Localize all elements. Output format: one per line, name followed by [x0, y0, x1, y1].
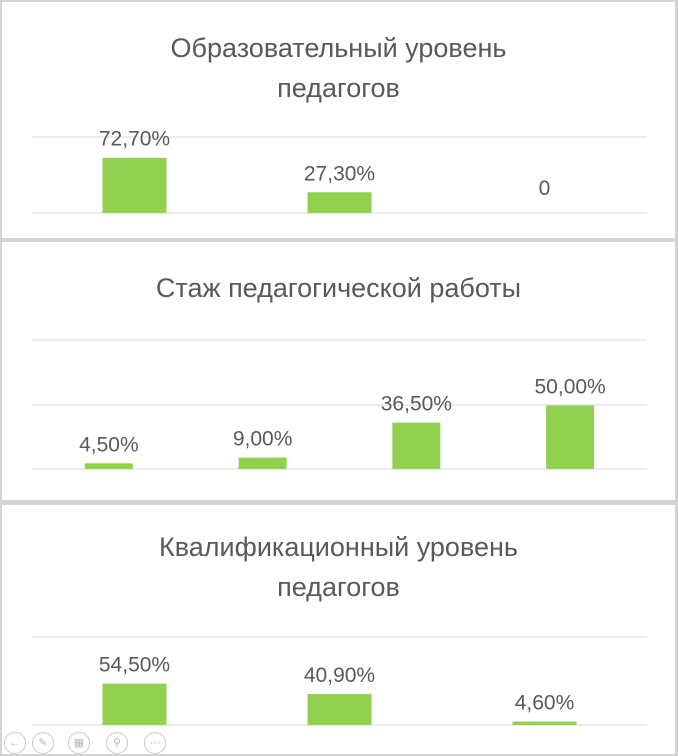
bar	[102, 683, 167, 725]
chart-title: Квалификационный уровень педагогов	[2, 527, 675, 607]
bar	[102, 157, 167, 213]
data-label: 4,50%	[79, 433, 139, 456]
chart-plot-area: 72,70% 27,30% 0	[32, 128, 647, 214]
bar	[546, 405, 595, 469]
bar	[307, 693, 372, 725]
chart-plot-area: 4,50% 9,00% 36,50% 50,00%	[32, 339, 647, 470]
data-label: 9,00%	[233, 428, 293, 451]
more-icon[interactable]: ⋯	[144, 732, 166, 754]
arrow-icon[interactable]: ←	[4, 732, 26, 754]
data-label: 40,90%	[304, 664, 375, 687]
bar	[392, 422, 441, 469]
chart-education-level: Образовательный уровень педагогов 72,70%…	[2, 2, 675, 238]
slides-icon[interactable]: ▦	[68, 732, 90, 754]
slideshow-toolbar: ← ✎ ▦ ⚲ ⋯	[0, 728, 200, 756]
data-label: 54,50%	[99, 654, 170, 677]
data-label: 27,30%	[304, 162, 375, 185]
zoom-icon[interactable]: ⚲	[106, 732, 128, 754]
bar	[512, 721, 577, 725]
data-label: 50,00%	[535, 376, 606, 399]
chart-title-line-1: Стаж педагогической работы	[155, 273, 522, 303]
data-label: 36,50%	[381, 393, 452, 416]
chart-teaching-experience: Стаж педагогической работы 4,50% 9,00% 36,…	[2, 242, 675, 500]
data-label: 0	[539, 177, 551, 200]
chart-title: Образовательный уровень педагогов	[2, 28, 675, 108]
bar	[307, 192, 372, 213]
bar	[238, 457, 287, 469]
chart-title-line-2: педагогов	[277, 73, 400, 103]
data-label: 72,70%	[99, 128, 170, 151]
chart-title: Стаж педагогической работы	[2, 268, 675, 308]
chart-qualification-level: Квалификационный уровень педагогов 54,50…	[2, 505, 675, 754]
chart-plot-area: 54,50% 40,90% 4,60%	[32, 636, 647, 726]
chart-title-line-1: Квалификационный уровень	[159, 532, 518, 562]
data-label: 4,60%	[515, 692, 575, 715]
chart-title-line-2: педагогов	[277, 572, 400, 602]
chart-title-line-1: Образовательный уровень	[170, 33, 507, 63]
bar	[84, 463, 133, 469]
pen-icon[interactable]: ✎	[32, 732, 54, 754]
